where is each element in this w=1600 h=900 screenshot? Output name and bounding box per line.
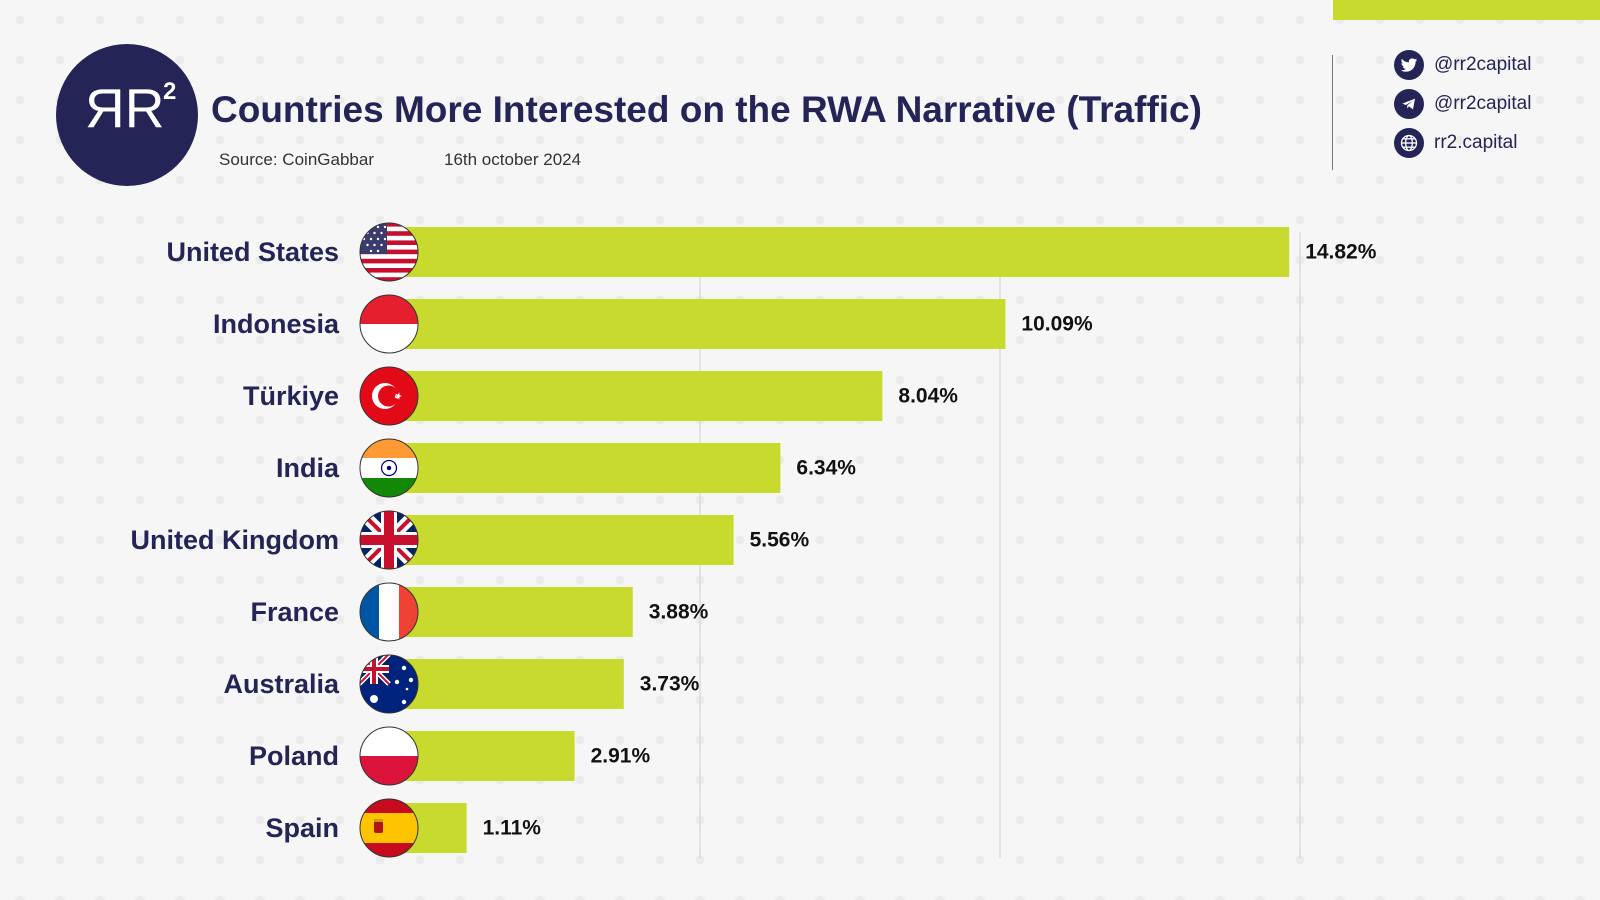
social-label: rr2.capital [1434,132,1518,153]
indonesia-flag-icon [359,294,419,354]
value-label: 3.88% [649,601,709,624]
social-telegram[interactable]: @rr2capital [1394,89,1531,119]
bar [400,659,624,709]
flag-border [359,726,419,786]
category-label: Poland [249,741,339,771]
india-flag-icon [359,438,419,498]
telegram-icon [1394,89,1424,119]
bar [400,227,1290,277]
flag-border [359,294,419,354]
twitter-icon [1394,50,1424,80]
value-label: 10.09% [1021,313,1093,336]
category-label: Australia [223,669,340,699]
australia-flag-icon [359,654,419,714]
category-label: United States [166,237,339,267]
spain-flag-icon [359,798,419,858]
poland-flag-icon [359,726,419,786]
bar [400,515,734,565]
us-flag-icon [359,222,419,282]
flag-border [359,582,419,642]
bar [400,371,883,421]
category-label: Türkiye [243,381,339,411]
header-divider [1332,55,1333,170]
uk-flag-icon [359,510,419,570]
value-label: 14.82% [1305,241,1377,264]
flag-border [359,222,419,282]
rr2-logo: RR 2 [56,44,198,186]
bar [400,299,1006,349]
value-label: 6.34% [796,457,856,480]
category-label: India [276,453,340,483]
source-label: Source: CoinGabbar [219,150,374,169]
turkiye-flag-icon [359,366,419,426]
social-label: @rr2capital [1434,54,1532,75]
value-label: 3.73% [640,673,700,696]
logo-mark: RR [86,77,164,139]
bar [400,731,575,781]
logo-superscript: 2 [163,78,177,105]
social-website[interactable]: rr2.capital [1394,128,1517,158]
value-label: 8.04% [898,385,958,408]
date-label: 16th october 2024 [444,150,582,169]
page-title: Countries More Interested on the RWA Nar… [211,89,1202,130]
social-twitter[interactable]: @rr2capital [1394,50,1531,80]
corner-accent-bar [1333,0,1600,20]
value-label: 2.91% [591,745,651,768]
category-label: Spain [265,813,339,843]
social-label: @rr2capital [1434,93,1532,114]
category-label: United Kingdom [131,525,339,555]
bar [400,587,633,637]
globe-icon [1394,128,1424,158]
flag-border [359,366,419,426]
flag-border [359,654,419,714]
flag-border [359,510,419,570]
value-label: 1.11% [483,817,542,840]
france-flag-icon [359,582,419,642]
category-label: France [250,597,339,627]
value-label: 5.56% [750,529,810,552]
flag-border [359,438,419,498]
chart-bars: United States 14.82% Indonesia 10.09% Türkiy… [131,222,1377,858]
flag-border [359,798,419,858]
category-label: Indonesia [213,309,340,339]
bar [400,443,781,493]
